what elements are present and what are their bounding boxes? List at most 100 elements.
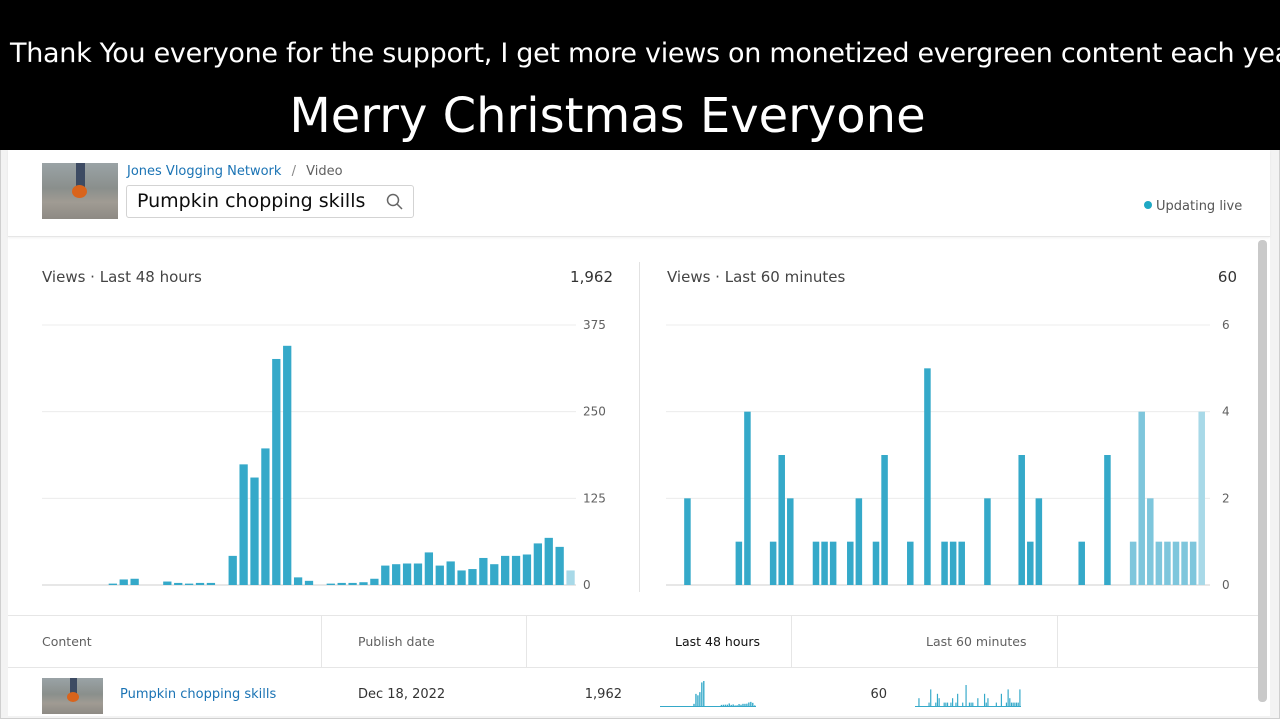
bar[interactable] <box>304 580 314 585</box>
live-label: Updating live <box>1156 199 1243 214</box>
bar[interactable] <box>544 537 553 585</box>
spark-bar <box>685 706 687 707</box>
bar[interactable] <box>1104 455 1111 585</box>
bar[interactable] <box>293 577 303 585</box>
bar[interactable] <box>924 368 931 585</box>
bar[interactable] <box>446 561 455 585</box>
bar[interactable] <box>735 541 743 585</box>
col-header-publish-date[interactable]: Publish date <box>358 634 435 649</box>
bar[interactable] <box>958 541 965 585</box>
bar[interactable] <box>457 570 466 585</box>
video-search-box[interactable]: Pumpkin chopping skills <box>126 185 414 218</box>
bar[interactable] <box>1138 411 1145 585</box>
bar[interactable] <box>228 555 237 585</box>
spark-bar <box>736 705 738 707</box>
bar[interactable] <box>392 564 401 585</box>
bar[interactable] <box>174 582 183 585</box>
bar[interactable] <box>435 565 444 585</box>
bar[interactable] <box>1147 498 1154 585</box>
bar[interactable] <box>468 569 477 585</box>
bar[interactable] <box>206 582 216 585</box>
bar[interactable] <box>359 582 368 585</box>
bar[interactable] <box>1181 541 1188 585</box>
spark-bar <box>936 693 939 707</box>
bar[interactable] <box>424 552 434 585</box>
bar[interactable] <box>381 565 390 585</box>
bar[interactable] <box>555 546 564 585</box>
col-header-last-48-hours[interactable]: Last 48 hours <box>675 634 761 649</box>
bar[interactable] <box>337 582 346 585</box>
scrollbar-thumb[interactable] <box>1258 240 1267 702</box>
bar[interactable] <box>1164 541 1171 585</box>
bar[interactable] <box>370 578 379 585</box>
spark-bar <box>1005 702 1008 707</box>
bar[interactable] <box>184 583 194 585</box>
bar[interactable] <box>684 498 691 585</box>
bar[interactable] <box>1018 455 1025 585</box>
bar[interactable] <box>949 541 957 585</box>
bar[interactable] <box>744 411 751 585</box>
bar[interactable] <box>984 498 991 585</box>
bar[interactable] <box>1035 498 1043 585</box>
bar[interactable] <box>283 345 292 585</box>
live-dot-icon <box>1144 201 1152 209</box>
bar[interactable] <box>522 554 532 585</box>
bar[interactable] <box>847 541 854 585</box>
spark-bar <box>712 706 715 707</box>
bar[interactable] <box>1155 541 1163 585</box>
bar[interactable] <box>855 498 863 585</box>
bar[interactable] <box>108 583 117 585</box>
spark-bar <box>728 703 730 707</box>
row-thumbnail[interactable] <box>42 678 103 714</box>
bar[interactable] <box>907 541 914 585</box>
bar[interactable] <box>941 541 948 585</box>
bar[interactable] <box>778 455 785 585</box>
bar[interactable] <box>769 541 777 585</box>
bar[interactable] <box>872 541 880 585</box>
bar[interactable] <box>250 477 259 585</box>
breadcrumb-channel-link[interactable]: Jones Vlogging Network <box>127 164 282 179</box>
row-video-title-link[interactable]: Pumpkin chopping skills <box>120 687 277 702</box>
bar[interactable] <box>829 541 837 585</box>
bar[interactable] <box>239 464 248 585</box>
bar[interactable] <box>501 555 510 585</box>
bar[interactable] <box>1027 541 1034 585</box>
bar[interactable] <box>1129 541 1137 585</box>
col-header-last-60-minutes[interactable]: Last 60 minutes <box>926 634 1027 649</box>
search-icon[interactable] <box>385 192 405 212</box>
spark-bar <box>987 698 989 707</box>
bar[interactable] <box>533 543 542 585</box>
bar[interactable] <box>326 583 335 585</box>
bar[interactable] <box>821 541 828 585</box>
bar[interactable] <box>566 570 575 585</box>
bar[interactable] <box>413 563 423 585</box>
bar[interactable] <box>1189 541 1197 585</box>
bar[interactable] <box>490 564 499 585</box>
bar[interactable] <box>163 581 172 585</box>
y-tick-label: 0 <box>583 578 591 592</box>
bar[interactable] <box>1172 541 1180 585</box>
bar[interactable] <box>272 358 281 585</box>
spark-bar <box>722 704 725 707</box>
bar[interactable] <box>402 563 412 585</box>
spark-bar <box>710 706 713 707</box>
bar[interactable] <box>348 582 357 585</box>
bar[interactable] <box>511 555 521 585</box>
spark-bar <box>918 698 920 707</box>
bar[interactable] <box>479 557 488 585</box>
spark-bar <box>1012 702 1014 707</box>
bar[interactable] <box>787 498 794 585</box>
col-header-content[interactable]: Content <box>42 634 92 649</box>
bar[interactable] <box>881 455 888 585</box>
spark-bar <box>732 704 734 707</box>
spark-bar <box>935 702 937 707</box>
bar[interactable] <box>195 582 205 585</box>
bar[interactable] <box>119 579 128 585</box>
bar[interactable] <box>1198 411 1205 585</box>
bar[interactable] <box>130 578 139 585</box>
bar[interactable] <box>261 448 270 585</box>
y-tick-label: 4 <box>1222 405 1230 419</box>
bar[interactable] <box>1078 541 1085 585</box>
video-thumbnail[interactable] <box>42 163 118 219</box>
bar[interactable] <box>812 541 820 585</box>
